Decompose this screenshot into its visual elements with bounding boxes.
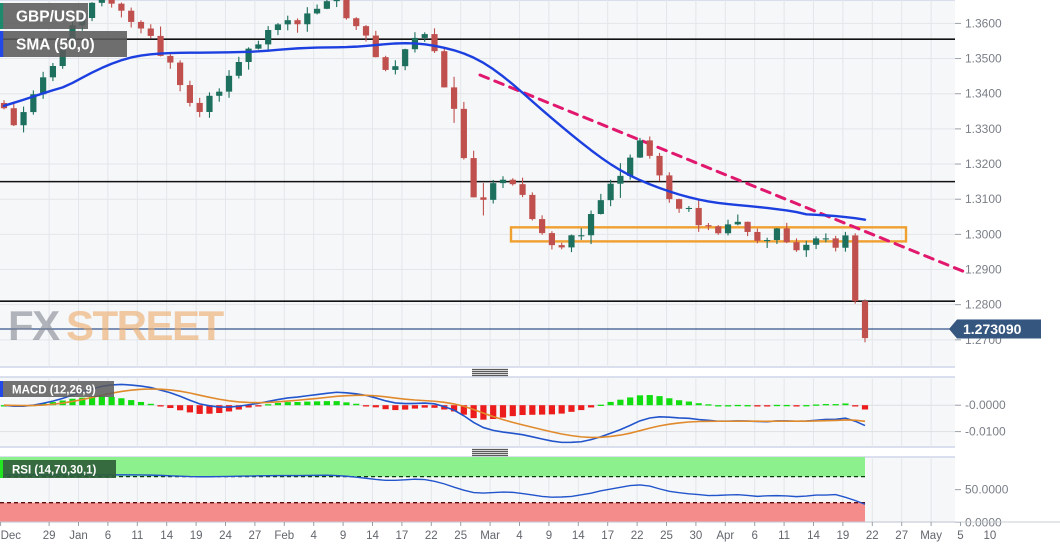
svg-text:22: 22	[425, 530, 438, 542]
svg-text:1.3100: 1.3100	[965, 192, 1002, 206]
svg-text:May: May	[920, 530, 942, 542]
svg-text:9: 9	[340, 530, 346, 542]
svg-text:RSI (14,70,30,1): RSI (14,70,30,1)	[12, 464, 97, 476]
svg-text:19: 19	[837, 530, 850, 542]
svg-text:22: 22	[866, 530, 879, 542]
svg-text:11: 11	[778, 530, 790, 542]
svg-text:1.3400: 1.3400	[965, 87, 1002, 101]
svg-text:29: 29	[43, 530, 56, 542]
svg-text:14: 14	[366, 530, 379, 542]
svg-text:24: 24	[219, 530, 232, 542]
svg-text:30: 30	[690, 530, 703, 542]
svg-text:-0.0100: -0.0100	[965, 425, 1006, 439]
svg-text:14: 14	[807, 530, 820, 542]
svg-text:Jan: Jan	[69, 530, 88, 542]
svg-text:14: 14	[160, 530, 173, 542]
svg-text:17: 17	[396, 530, 409, 542]
svg-text:1.2900: 1.2900	[965, 263, 1002, 277]
svg-text:22: 22	[631, 530, 644, 542]
svg-text:4: 4	[516, 530, 523, 542]
svg-text:1.3200: 1.3200	[965, 157, 1002, 171]
svg-text:27: 27	[249, 530, 262, 542]
svg-text:Mar: Mar	[480, 530, 500, 542]
svg-text:5: 5	[957, 530, 963, 542]
svg-text:Dec: Dec	[1, 530, 22, 542]
svg-text:25: 25	[660, 530, 673, 542]
svg-text:Apr: Apr	[716, 530, 734, 542]
svg-text:19: 19	[190, 530, 203, 542]
svg-text:FX: FX	[8, 302, 60, 349]
svg-text:1.3300: 1.3300	[965, 122, 1002, 136]
svg-text:27: 27	[895, 530, 908, 542]
svg-text:4: 4	[310, 530, 317, 542]
svg-text:1.3600: 1.3600	[965, 16, 1002, 30]
svg-text:1.273090: 1.273090	[963, 321, 1022, 337]
svg-text:10: 10	[984, 530, 997, 542]
svg-text:25: 25	[454, 530, 467, 542]
svg-text:STREET: STREET	[66, 302, 225, 349]
svg-text:11: 11	[131, 530, 143, 542]
svg-text:-0.0000: -0.0000	[965, 398, 1006, 412]
svg-text:9: 9	[546, 530, 552, 542]
svg-text:MACD (12,26,9): MACD (12,26,9)	[12, 384, 96, 396]
svg-text:SMA (50,0): SMA (50,0)	[16, 37, 95, 54]
svg-text:50.0000: 50.0000	[965, 483, 1009, 497]
svg-text:GBP/USD: GBP/USD	[16, 9, 87, 26]
svg-text:Feb: Feb	[274, 530, 294, 542]
svg-text:6: 6	[751, 530, 757, 542]
svg-text:17: 17	[601, 530, 614, 542]
svg-text:1.3500: 1.3500	[965, 52, 1002, 66]
svg-text:1.2800: 1.2800	[965, 298, 1002, 312]
svg-text:1.3000: 1.3000	[965, 227, 1002, 241]
svg-text:6: 6	[105, 530, 111, 542]
svg-text:14: 14	[572, 530, 585, 542]
